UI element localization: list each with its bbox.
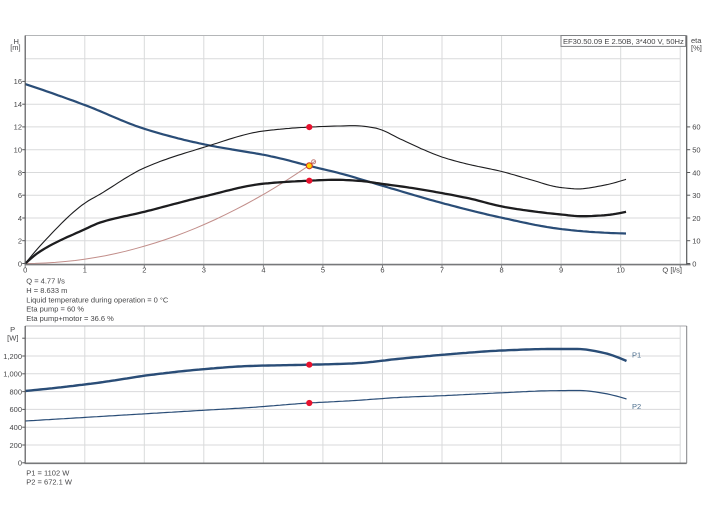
svg-text:[m]: [m]: [10, 43, 20, 52]
svg-text:12: 12: [14, 123, 22, 132]
svg-text:60: 60: [692, 123, 700, 132]
svg-text:400: 400: [9, 423, 22, 432]
svg-text:4: 4: [261, 266, 265, 275]
svg-text:Q = 4.77 l/s: Q = 4.77 l/s: [26, 277, 65, 286]
svg-text:8: 8: [500, 266, 504, 275]
svg-text:20: 20: [692, 214, 700, 223]
svg-text:eta: eta: [691, 36, 702, 45]
svg-text:10: 10: [14, 146, 22, 155]
svg-text:800: 800: [9, 387, 22, 396]
svg-text:2: 2: [142, 266, 146, 275]
svg-text:EF30.50.09 E 2.50B, 3*400 V, 5: EF30.50.09 E 2.50B, 3*400 V, 50Hz: [563, 37, 684, 46]
svg-text:3: 3: [202, 266, 206, 275]
svg-text:0: 0: [18, 259, 22, 268]
svg-text:P1: P1: [632, 351, 641, 360]
svg-text:600: 600: [9, 405, 22, 414]
svg-text:4: 4: [18, 214, 22, 223]
svg-text:P: P: [10, 325, 15, 334]
svg-text:[W]: [W]: [7, 334, 18, 343]
svg-text:1,000: 1,000: [3, 370, 22, 379]
svg-text:10: 10: [617, 266, 625, 275]
svg-text:40: 40: [692, 168, 700, 177]
svg-text:Eta pump+motor = 36.6 %: Eta pump+motor = 36.6 %: [26, 314, 114, 323]
svg-text:7: 7: [440, 266, 444, 275]
svg-text:6: 6: [380, 266, 384, 275]
svg-text:1: 1: [83, 266, 87, 275]
svg-text:16: 16: [14, 77, 22, 86]
svg-text:[%]: [%]: [691, 44, 702, 53]
svg-text:200: 200: [9, 441, 22, 450]
svg-text:P2 = 672.1 W: P2 = 672.1 W: [26, 478, 73, 487]
svg-text:H: H: [13, 37, 18, 46]
svg-text:6: 6: [18, 191, 22, 200]
svg-text:Liquid temperature during oper: Liquid temperature during operation = 0 …: [26, 295, 169, 304]
svg-text:9: 9: [559, 266, 563, 275]
svg-text:P2: P2: [632, 402, 641, 411]
svg-text:H = 8.633 m: H = 8.633 m: [26, 286, 67, 295]
svg-text:0: 0: [18, 459, 22, 468]
svg-text:P1 = 1102 W: P1 = 1102 W: [26, 468, 70, 477]
svg-text:5: 5: [321, 266, 325, 275]
svg-text:0: 0: [23, 266, 27, 275]
svg-text:1,200: 1,200: [3, 352, 22, 361]
svg-text:14: 14: [14, 100, 22, 109]
svg-text:0: 0: [692, 259, 696, 268]
svg-text:8: 8: [18, 168, 22, 177]
svg-text:10: 10: [692, 237, 700, 246]
svg-text:Eta pump = 60 %: Eta pump = 60 %: [26, 305, 84, 314]
svg-text:2: 2: [18, 237, 22, 246]
svg-text:Q [l/s]: Q [l/s]: [662, 266, 682, 275]
svg-text:30: 30: [692, 191, 700, 200]
svg-text:50: 50: [692, 146, 700, 155]
